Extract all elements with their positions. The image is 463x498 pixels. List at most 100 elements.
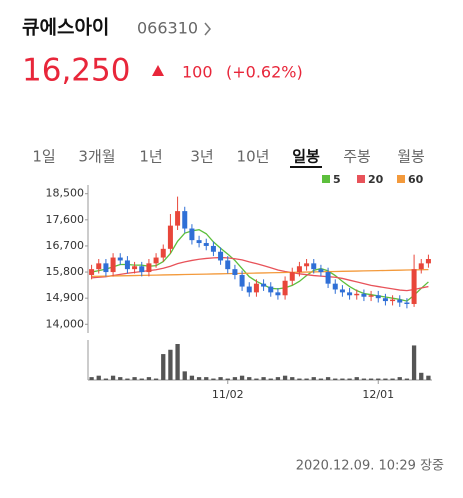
candle-body — [275, 292, 281, 296]
candle-body — [225, 260, 231, 270]
volume-bar — [368, 378, 374, 380]
tab[interactable]: 3년 — [190, 148, 213, 166]
up-arrow — [152, 65, 164, 76]
stock-name[interactable]: 큐에스아이 — [22, 17, 109, 39]
candle-body — [239, 274, 245, 287]
volume-bar — [225, 378, 230, 380]
volume-bar — [118, 377, 123, 380]
volume-bar — [347, 378, 352, 380]
volume-bar — [282, 375, 288, 380]
candle-body — [139, 266, 145, 273]
candle-body — [325, 272, 331, 284]
candle-body — [153, 257, 159, 264]
volume-bar — [189, 375, 195, 380]
volume-bar — [161, 354, 166, 380]
volume-bar — [419, 372, 424, 380]
candle-body — [160, 248, 166, 258]
volume-bar — [297, 378, 302, 380]
y-tick-label: 17,600 — [46, 213, 85, 226]
candle-body — [404, 302, 410, 304]
tab[interactable]: 주봉 — [343, 148, 371, 166]
candle-body — [347, 292, 353, 296]
tab[interactable]: 1일 — [32, 148, 55, 166]
volume-bar — [354, 377, 359, 380]
volume-bar — [204, 377, 209, 380]
volume-bar — [361, 378, 367, 380]
change: 100 — [182, 63, 213, 82]
candle-body — [232, 269, 238, 275]
volume-bar — [318, 378, 324, 380]
candle-body — [375, 295, 381, 299]
y-tick-label: 18,500 — [46, 187, 85, 200]
tab[interactable]: 월봉 — [397, 148, 425, 166]
candle-body — [397, 299, 403, 303]
candle-body — [425, 259, 431, 264]
volume-bar — [376, 378, 381, 380]
volume-bar — [218, 377, 223, 380]
volume-bar — [153, 378, 159, 380]
legend-swatch — [322, 175, 330, 183]
volume-bar — [304, 378, 309, 380]
volume-bar — [261, 377, 266, 380]
candle-body — [418, 263, 424, 270]
volume-bar — [275, 377, 281, 380]
volume-bar — [426, 375, 431, 380]
volume-bar — [239, 375, 245, 380]
tab[interactable]: 10년 — [237, 148, 270, 166]
volume-bar — [182, 371, 187, 380]
stock-code: 066310 — [137, 19, 198, 38]
tab[interactable]: 일봉 — [292, 148, 320, 166]
candle-body — [339, 289, 345, 293]
legend-label: 60 — [408, 173, 424, 186]
candle-body — [368, 295, 374, 297]
candle-body — [189, 228, 195, 241]
candle-body — [218, 251, 224, 261]
candle-body — [282, 280, 288, 296]
y-tick-label: 14,000 — [46, 317, 85, 330]
volume-bar — [211, 378, 216, 380]
volume-bar — [340, 378, 345, 380]
candle-body — [318, 269, 324, 273]
candle-body — [167, 225, 173, 249]
candle-body — [253, 283, 259, 293]
timestamp: 2020.12.09. 10:29 장중 — [296, 459, 444, 474]
volume-bar — [290, 377, 295, 380]
candle-body — [89, 269, 95, 275]
candle-body — [117, 257, 123, 261]
volume-bar — [89, 377, 94, 380]
volume-bar — [390, 378, 395, 380]
tab[interactable]: 3개월 — [78, 148, 115, 166]
volume-bar — [325, 377, 331, 380]
candle-body — [296, 266, 302, 273]
y-tick-label: 16,700 — [46, 239, 85, 252]
candle-body — [354, 293, 360, 296]
change-pct: (+0.62%) — [226, 63, 303, 82]
candle-body — [210, 245, 216, 252]
volume-bar — [96, 375, 101, 380]
volume-bar — [139, 378, 144, 380]
volume-bar — [175, 344, 180, 380]
tab[interactable]: 1년 — [139, 148, 162, 166]
candle-body — [311, 263, 317, 270]
volume-bar — [232, 377, 238, 380]
candle-body — [289, 272, 295, 281]
legend-swatch — [397, 175, 405, 183]
volume-bar — [333, 378, 338, 380]
volume-bar — [146, 377, 152, 380]
volume-bar — [132, 377, 137, 380]
candle-body — [182, 211, 188, 229]
candle-body — [124, 260, 130, 270]
legend-label: 20 — [368, 173, 384, 186]
volume-bar — [110, 375, 116, 380]
y-tick-label: 14,900 — [46, 291, 85, 304]
y-tick-label: 15,800 — [46, 265, 85, 278]
candle-body — [268, 286, 274, 293]
candle-body — [96, 263, 102, 270]
candle-body — [304, 263, 310, 267]
volume-bar — [411, 345, 417, 380]
volume-bar — [254, 378, 259, 380]
x-tick-label: 11/02 — [212, 388, 244, 401]
chevron[interactable] — [204, 22, 211, 36]
